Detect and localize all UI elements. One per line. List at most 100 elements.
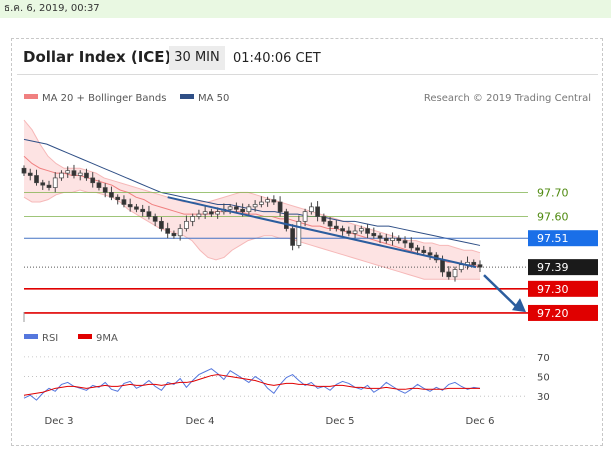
candle-body bbox=[165, 228, 171, 234]
legend-label-ma50: MA 50 bbox=[198, 93, 229, 104]
rsi-legend-swatch-0 bbox=[24, 334, 38, 339]
candle-body bbox=[109, 192, 114, 198]
candle-body bbox=[471, 261, 477, 266]
candle-body bbox=[390, 237, 395, 241]
rsi-legend-swatch-1 bbox=[78, 334, 92, 339]
candle-body bbox=[134, 206, 139, 210]
candle-body bbox=[452, 269, 458, 278]
candle-body bbox=[352, 230, 358, 234]
candle-body bbox=[159, 220, 164, 229]
candle-body bbox=[196, 213, 202, 217]
candle-body bbox=[277, 201, 283, 213]
candle-body bbox=[115, 196, 121, 200]
candle-body bbox=[446, 271, 452, 278]
x-label-dec-6: Dec 6 bbox=[466, 416, 495, 427]
candle-body bbox=[402, 240, 408, 244]
rsi-tick-50: 50 bbox=[537, 373, 550, 384]
candle-body bbox=[340, 228, 345, 232]
candle-body bbox=[171, 233, 177, 237]
x-label-dec-4: Dec 4 bbox=[186, 416, 215, 427]
candle-body bbox=[252, 204, 258, 208]
timestamp-bar: ธ.ค. 6, 2019, 00:37 bbox=[0, 0, 611, 18]
candle-body bbox=[77, 172, 83, 176]
level-label-bg-97.51 bbox=[528, 230, 598, 247]
rsi-9ma-line bbox=[23, 374, 480, 396]
level-label-97.30: 97.30 bbox=[537, 283, 569, 296]
level-label-97.39: 97.39 bbox=[537, 261, 569, 274]
candle-body bbox=[421, 249, 427, 254]
ma50-line bbox=[23, 138, 481, 246]
candle-body bbox=[96, 182, 102, 188]
candle-body bbox=[209, 211, 214, 215]
candle-body bbox=[365, 228, 370, 234]
candle-body bbox=[177, 228, 183, 237]
candle-body bbox=[383, 237, 389, 241]
candle-body bbox=[296, 220, 302, 246]
header-time: 01:40:06 CET bbox=[233, 51, 321, 66]
candle-body bbox=[284, 211, 289, 229]
interval-badge[interactable]: 30 MIN bbox=[169, 46, 225, 70]
candle-body bbox=[427, 252, 433, 256]
candle-body bbox=[152, 216, 158, 222]
rsi-legend-label-0: RSI bbox=[42, 333, 58, 344]
candle-body bbox=[84, 172, 89, 179]
legend-swatch-bollinger bbox=[24, 94, 38, 99]
forecast-arrow-shaft bbox=[483, 274, 519, 310]
candle-body bbox=[246, 206, 252, 213]
candle-body bbox=[65, 170, 71, 174]
candle-body bbox=[121, 199, 127, 205]
candle-body bbox=[358, 228, 364, 232]
level-label-97.51: 97.51 bbox=[537, 232, 569, 245]
x-label-dec-5: Dec 5 bbox=[326, 416, 355, 427]
candle-body bbox=[40, 182, 46, 186]
candle-body bbox=[308, 206, 314, 213]
candle-body bbox=[46, 184, 52, 188]
candle-body bbox=[271, 199, 277, 203]
candle-body bbox=[477, 264, 483, 268]
level-label-97.70: 97.70 bbox=[537, 186, 569, 199]
candle-body bbox=[377, 235, 383, 239]
candle-body bbox=[21, 167, 27, 174]
candle-body bbox=[327, 220, 333, 227]
candle-body bbox=[234, 206, 239, 210]
legend-swatch-ma50 bbox=[180, 94, 194, 99]
x-label-dec-3: Dec 3 bbox=[45, 416, 74, 427]
candle-body bbox=[371, 233, 377, 237]
candle-body bbox=[215, 211, 220, 215]
candle-body bbox=[102, 187, 108, 193]
level-label-97.60: 97.60 bbox=[537, 211, 569, 224]
candle-body bbox=[346, 230, 352, 234]
candle-body bbox=[27, 172, 33, 176]
instrument-title: Dollar Index (ICE) bbox=[23, 48, 172, 66]
candle-body bbox=[59, 172, 64, 179]
timestamp-text: ธ.ค. 6, 2019, 00:37 bbox=[4, 3, 100, 14]
trendline bbox=[167, 196, 477, 269]
bollinger-upper bbox=[23, 119, 481, 254]
candle-body bbox=[71, 170, 77, 176]
candle-body bbox=[265, 199, 270, 203]
candle-body bbox=[396, 237, 402, 241]
header-divider bbox=[17, 74, 598, 75]
candle-body bbox=[140, 208, 146, 213]
candle-body bbox=[52, 177, 58, 188]
chart-panel bbox=[11, 38, 603, 446]
candle-body bbox=[440, 259, 445, 273]
candle-body bbox=[290, 228, 295, 246]
legend-label-bollinger: MA 20 + Bollinger Bands bbox=[42, 93, 166, 104]
candle-body bbox=[321, 216, 327, 222]
candle-body bbox=[190, 216, 196, 222]
candle-body bbox=[184, 220, 189, 229]
candle-body bbox=[127, 204, 133, 208]
level-label-bg-97.39 bbox=[528, 259, 598, 276]
rsi-tick-70: 70 bbox=[537, 353, 550, 364]
rsi-line bbox=[23, 368, 481, 401]
candle-body bbox=[202, 211, 208, 215]
candle-body bbox=[240, 208, 245, 213]
candle-body bbox=[408, 242, 414, 249]
candle-body bbox=[458, 264, 464, 270]
rsi-legend-label-1: 9MA bbox=[96, 333, 118, 344]
candle-body bbox=[415, 247, 420, 251]
ma20-line bbox=[23, 155, 481, 268]
candle-body bbox=[259, 201, 264, 205]
